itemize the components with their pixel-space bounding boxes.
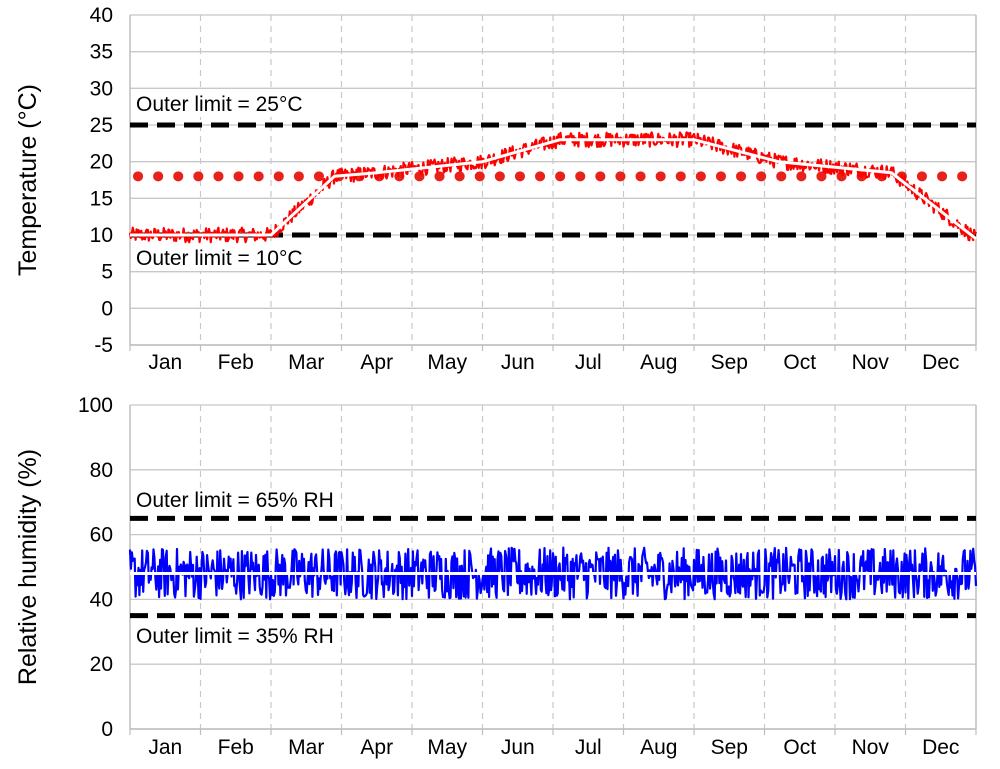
y-tick-label: 60 xyxy=(90,524,113,547)
annotation-background xyxy=(133,487,337,513)
x-tick-label: Jan xyxy=(148,351,182,374)
y-tick-label: 5 xyxy=(101,261,113,284)
x-tick-label: Nov xyxy=(852,736,890,759)
y-tick-label: -5 xyxy=(94,334,113,357)
y-tick-label: 40 xyxy=(90,4,113,27)
limit-annotation: Outer limit = 35% RH xyxy=(136,625,334,648)
x-tick-label: May xyxy=(427,351,467,374)
y-tick-label: 20 xyxy=(90,151,113,174)
x-tick-label: Aug xyxy=(640,736,677,759)
x-tick-label: Sep xyxy=(711,351,748,374)
x-tick-label: Dec xyxy=(922,736,959,759)
y-tick-label: 25 xyxy=(90,114,113,137)
x-tick-label: Aug xyxy=(640,351,677,374)
y-axis-label: Temperature (°C) xyxy=(14,84,42,276)
x-tick-label: Jun xyxy=(501,351,535,374)
x-tick-label: Dec xyxy=(922,351,959,374)
humidity-chart: 0 20 40 60 80 100 Jan Feb Mar Apr May Jun Jul Aug Sep O… xyxy=(14,394,978,759)
x-tick-label: Mar xyxy=(288,736,324,759)
limit-annotation: Outer limit = 25°C xyxy=(136,93,303,116)
y-tick-label: 0 xyxy=(101,297,113,320)
annotation-background xyxy=(133,92,306,117)
x-tick-label: Nov xyxy=(852,351,890,374)
y-tick-label: 35 xyxy=(90,41,113,64)
x-tick-label: Jul xyxy=(575,351,602,374)
x-tick-label: Feb xyxy=(218,736,254,759)
limit-annotation: Outer limit = 10°C xyxy=(136,247,303,270)
x-tick-label: Apr xyxy=(360,736,393,759)
y-tick-label: 40 xyxy=(90,588,113,611)
x-tick-label: Jul xyxy=(575,736,602,759)
y-tick-label: 0 xyxy=(101,718,113,741)
x-tick-label: Feb xyxy=(218,351,254,374)
x-tick-label: Mar xyxy=(288,351,324,374)
x-tick-label: Jan xyxy=(148,736,182,759)
x-tick-label: Oct xyxy=(783,736,816,759)
y-tick-label: 100 xyxy=(78,394,113,417)
annotation-background xyxy=(133,246,306,271)
y-tick-label: 15 xyxy=(90,187,113,210)
y-tick-label: 10 xyxy=(90,224,113,247)
x-tick-label: Jun xyxy=(501,736,535,759)
x-tick-label: Oct xyxy=(783,351,816,374)
temperature-chart: -5 0 5 10 15 20 25 30 35 40 Jan Feb Mar Apr May Jun Jul A… xyxy=(14,4,981,374)
x-tick-label: Apr xyxy=(360,351,393,374)
y-tick-label: 30 xyxy=(90,77,113,100)
y-axis-label: Relative humidity (%) xyxy=(14,449,42,685)
annotation-background xyxy=(133,624,337,650)
y-tick-label: 20 xyxy=(90,653,113,676)
mean-series xyxy=(130,138,977,240)
limit-annotation: Outer limit = 65% RH xyxy=(136,489,334,512)
x-tick-label: May xyxy=(427,736,467,759)
y-tick-label: 80 xyxy=(90,459,113,482)
x-tick-label: Sep xyxy=(711,736,748,759)
